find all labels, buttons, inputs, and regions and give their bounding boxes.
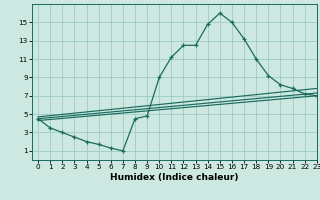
X-axis label: Humidex (Indice chaleur): Humidex (Indice chaleur) — [110, 173, 239, 182]
